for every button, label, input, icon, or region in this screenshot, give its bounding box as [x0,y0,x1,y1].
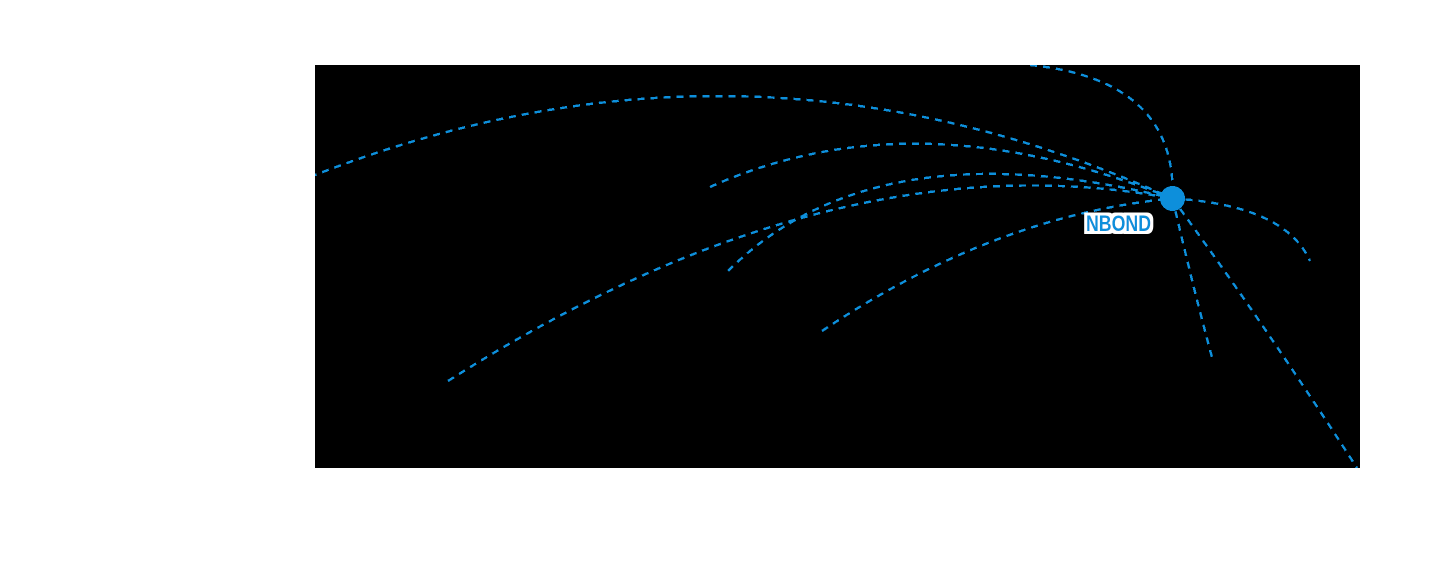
svg-text:NBOND: NBOND [1086,211,1151,236]
